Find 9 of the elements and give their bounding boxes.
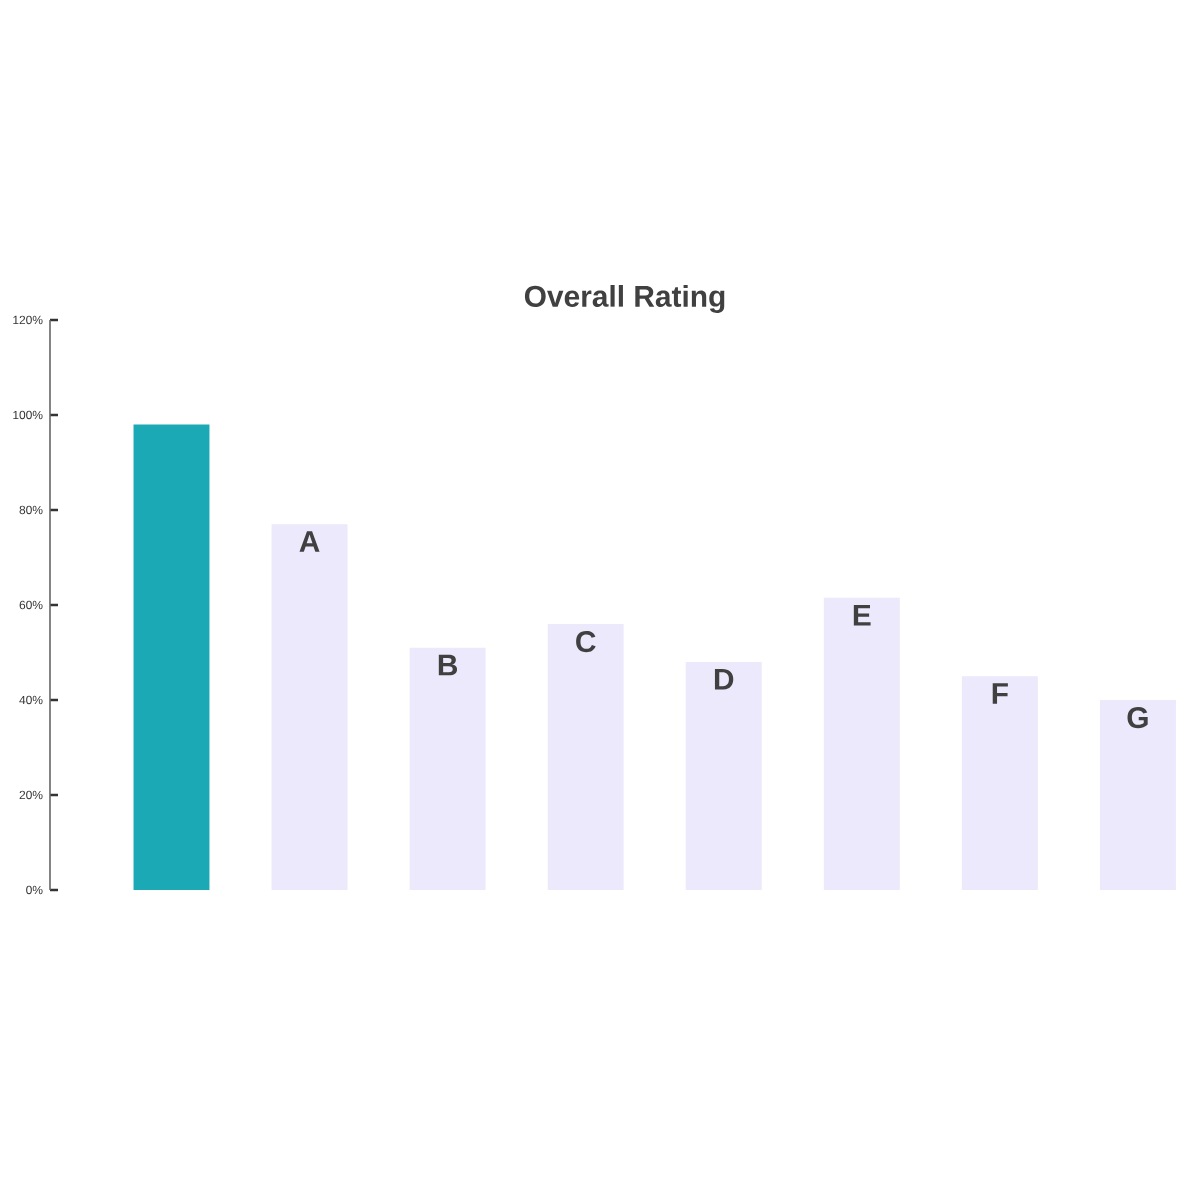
x-tick-label: G bbox=[1127, 707, 1148, 729]
x-tick-label: E bbox=[853, 604, 871, 626]
chart-title: Overall Rating bbox=[524, 284, 725, 313]
x-tick-label: B bbox=[438, 654, 458, 676]
x-tick-label: C bbox=[576, 631, 596, 653]
x-tick-label: D bbox=[714, 669, 734, 690]
bar bbox=[133, 424, 210, 890]
x-tick-label: A bbox=[299, 531, 320, 552]
x-tick-label: F bbox=[992, 683, 1008, 704]
